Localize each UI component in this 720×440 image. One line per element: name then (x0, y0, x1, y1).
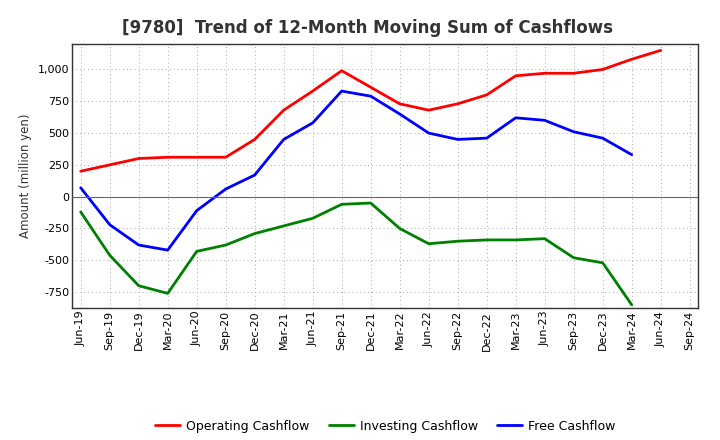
Free Cashflow (163, 247, 172, 253)
Investing Cashflow (627, 302, 636, 308)
Investing Cashflow (221, 242, 230, 248)
Free Cashflow (76, 185, 85, 191)
Operating Cashflow (657, 48, 665, 53)
Investing Cashflow (338, 202, 346, 207)
Investing Cashflow (192, 249, 201, 254)
Operating Cashflow (395, 101, 404, 106)
Operating Cashflow (251, 137, 259, 142)
Operating Cashflow (511, 73, 520, 78)
Investing Cashflow (511, 237, 520, 242)
Investing Cashflow (163, 291, 172, 296)
Investing Cashflow (454, 238, 462, 244)
Free Cashflow (598, 136, 607, 141)
Operating Cashflow (163, 154, 172, 160)
Investing Cashflow (135, 283, 143, 288)
Line: Investing Cashflow: Investing Cashflow (81, 203, 631, 305)
Free Cashflow (541, 117, 549, 123)
Operating Cashflow (570, 71, 578, 76)
Free Cashflow (454, 137, 462, 142)
Line: Operating Cashflow: Operating Cashflow (81, 50, 661, 171)
Investing Cashflow (541, 236, 549, 241)
Free Cashflow (251, 172, 259, 178)
Free Cashflow (366, 94, 375, 99)
Investing Cashflow (598, 260, 607, 265)
Text: [9780]  Trend of 12-Month Moving Sum of Cashflows: [9780] Trend of 12-Month Moving Sum of C… (122, 19, 613, 37)
Operating Cashflow (192, 154, 201, 160)
Free Cashflow (482, 136, 491, 141)
Free Cashflow (279, 137, 288, 142)
Free Cashflow (135, 242, 143, 248)
Operating Cashflow (76, 169, 85, 174)
Investing Cashflow (395, 226, 404, 231)
Operating Cashflow (221, 154, 230, 160)
Operating Cashflow (424, 107, 433, 113)
Free Cashflow (105, 222, 114, 227)
Free Cashflow (192, 208, 201, 213)
Operating Cashflow (482, 92, 491, 98)
Free Cashflow (308, 120, 317, 125)
Y-axis label: Amount (million yen): Amount (million yen) (19, 114, 32, 238)
Operating Cashflow (627, 57, 636, 62)
Operating Cashflow (308, 88, 317, 94)
Operating Cashflow (338, 68, 346, 73)
Investing Cashflow (105, 253, 114, 258)
Investing Cashflow (570, 255, 578, 260)
Operating Cashflow (454, 101, 462, 106)
Free Cashflow (627, 152, 636, 158)
Free Cashflow (338, 88, 346, 94)
Free Cashflow (424, 130, 433, 136)
Operating Cashflow (135, 156, 143, 161)
Operating Cashflow (598, 67, 607, 72)
Free Cashflow (395, 111, 404, 117)
Investing Cashflow (251, 231, 259, 236)
Investing Cashflow (424, 241, 433, 246)
Investing Cashflow (366, 200, 375, 205)
Operating Cashflow (105, 162, 114, 168)
Line: Free Cashflow: Free Cashflow (81, 91, 631, 250)
Operating Cashflow (366, 84, 375, 90)
Investing Cashflow (308, 216, 317, 221)
Free Cashflow (511, 115, 520, 121)
Free Cashflow (570, 129, 578, 135)
Operating Cashflow (279, 107, 288, 113)
Investing Cashflow (279, 223, 288, 228)
Operating Cashflow (541, 71, 549, 76)
Investing Cashflow (76, 209, 85, 215)
Legend: Operating Cashflow, Investing Cashflow, Free Cashflow: Operating Cashflow, Investing Cashflow, … (150, 414, 620, 437)
Investing Cashflow (482, 237, 491, 242)
Free Cashflow (221, 187, 230, 192)
